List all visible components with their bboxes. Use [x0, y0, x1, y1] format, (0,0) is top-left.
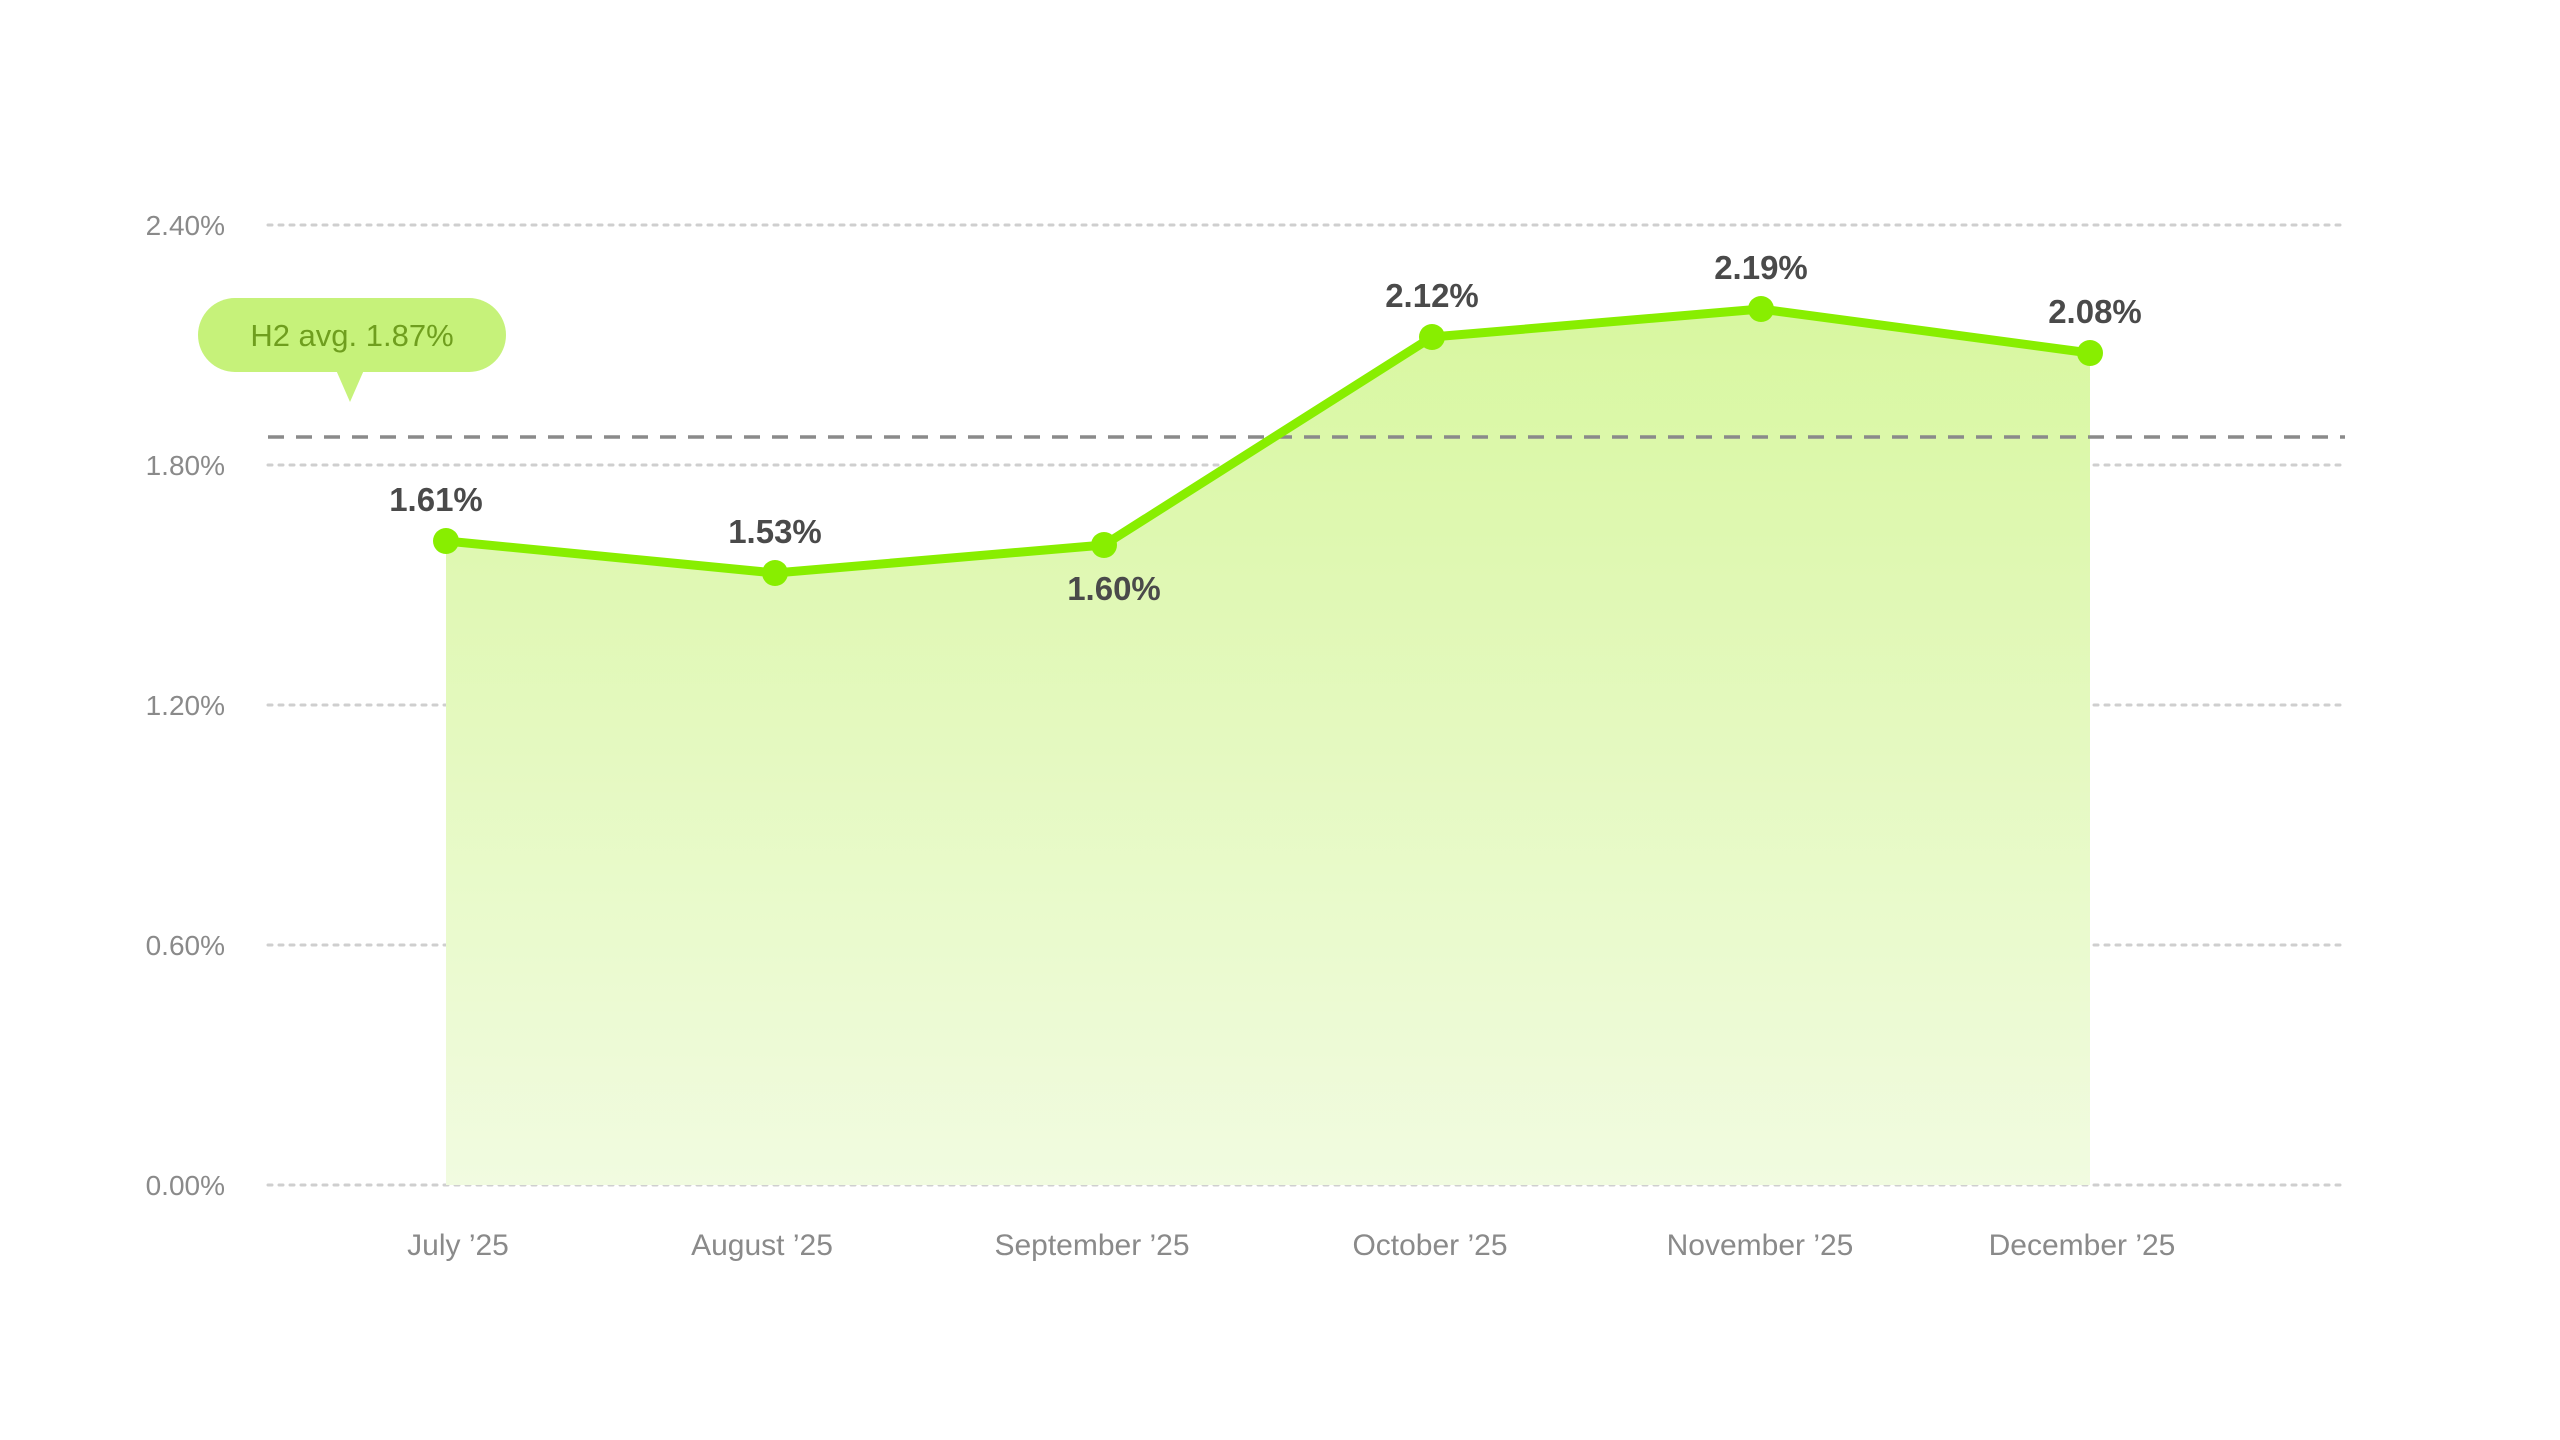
x-tick-label: November ’25 — [1667, 1229, 1854, 1262]
data-point — [1419, 324, 1445, 350]
data-label: 2.12% — [1385, 277, 1479, 314]
y-tick-label: 1.80% — [146, 450, 225, 481]
data-point — [433, 528, 459, 554]
data-label: 2.08% — [2048, 293, 2142, 330]
x-tick-label: July ’25 — [407, 1229, 509, 1262]
data-point — [1748, 296, 1774, 322]
series-line — [441, 304, 2095, 578]
area-layer — [446, 309, 2090, 1185]
average-badge-pointer — [336, 370, 364, 402]
average-badge-background — [198, 298, 506, 372]
line-layer — [441, 304, 2095, 578]
average-badge-label: H2 avg. 1.87% — [250, 318, 453, 353]
average-badge: H2 avg. 1.87% — [198, 298, 506, 402]
data-point — [2077, 340, 2103, 366]
data-label: 1.60% — [1067, 570, 1161, 607]
data-label: 2.19% — [1714, 249, 1808, 286]
x-tick-label: September ’25 — [994, 1229, 1189, 1262]
data-point — [1091, 532, 1117, 558]
y-tick-label: 1.20% — [146, 690, 225, 721]
y-tick-label: 0.60% — [146, 930, 225, 961]
data-label: 1.53% — [728, 513, 822, 550]
labels-layer: 1.61% 1.53% 1.60% 2.12% 2.19% 2.08% — [389, 249, 2142, 607]
reference-layer: H2 avg. 1.87% — [198, 298, 2345, 439]
y-tick-label: 2.40% — [146, 210, 225, 241]
area-fill — [446, 309, 2090, 1185]
y-tick-label: 0.00% — [146, 1170, 225, 1201]
data-point — [762, 560, 788, 586]
data-label: 1.61% — [389, 481, 483, 518]
x-tick-label: October ’25 — [1352, 1229, 1507, 1262]
x-tick-label: December ’25 — [1989, 1229, 2176, 1262]
axis-layer: 0.00% 0.60% 1.20% 1.80% 2.40% July ’25 August … — [146, 210, 2176, 1262]
points-layer — [433, 296, 2103, 586]
x-tick-label: August ’25 — [691, 1229, 833, 1262]
